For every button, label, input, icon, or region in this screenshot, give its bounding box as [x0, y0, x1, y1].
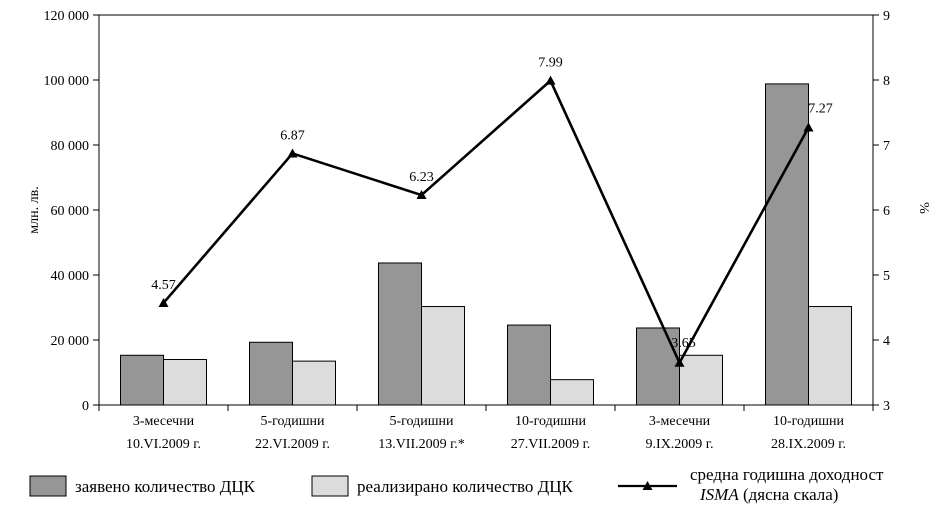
- yield-data-label: 6.23: [409, 170, 434, 185]
- y-right-tick-label: 8: [883, 74, 890, 89]
- legend-label-yield-line2: ISMA (дясна скала): [699, 485, 838, 504]
- y-axis-right-label: %: [916, 202, 930, 214]
- y-left-tick-label: 80 000: [51, 139, 90, 154]
- yield-marker: [803, 122, 814, 132]
- category-labels: 3-месечни 10.VI.2009 г. 5-годишни 22.VI.200…: [126, 414, 846, 452]
- legend-label-realized: реализирано количество ДЦК: [357, 477, 574, 496]
- yield-marker: [158, 297, 169, 307]
- yield-marker: [416, 190, 427, 200]
- legend-swatch-requested: [29, 475, 67, 497]
- bar-realized: [550, 379, 594, 406]
- chart-bars: [120, 83, 852, 406]
- y-left-tick-label: 100 000: [44, 74, 90, 89]
- x-category-label-date: 10.VI.2009 г.: [126, 437, 201, 452]
- legend-isma: ISMA: [699, 485, 739, 504]
- y-right-tick-label: 6: [883, 204, 890, 219]
- y-axis-left-label: млн. лв.: [27, 186, 42, 233]
- bar-realized: [421, 306, 465, 406]
- y-right-tick-label: 5: [883, 269, 890, 284]
- bar-requested: [249, 341, 293, 406]
- y-left-tick-label: 40 000: [51, 269, 90, 284]
- bar-realized: [163, 359, 207, 406]
- chart-line: 4.57 6.87 6.23 7.99 3.65 7.27: [151, 56, 833, 367]
- bar-requested: [765, 83, 809, 406]
- bar-realized: [679, 354, 723, 406]
- x-category-label-type: 5-годишни: [389, 414, 454, 429]
- yield-marker: [545, 75, 556, 85]
- x-category-label-date: 9.IX.2009 г.: [646, 437, 714, 452]
- legend: заявено количество ДЦК реализирано колич…: [29, 465, 884, 504]
- bar-requested: [120, 354, 164, 406]
- x-category-label-date: 27.VII.2009 г.: [511, 437, 591, 452]
- legend-label-yield-line1: средна годишна доходност: [690, 465, 884, 484]
- bar-requested: [507, 324, 551, 406]
- y-right-tick-label: 7: [883, 139, 890, 154]
- yield-data-label: 6.87: [280, 128, 305, 143]
- yield-data-label: 7.27: [808, 101, 833, 116]
- legend-label-requested: заявено количество ДЦК: [75, 477, 256, 496]
- y-right-tick-label: 4: [883, 334, 890, 349]
- chart-axes: 0 20 000 40 000 60 000 80 000 100 000 120 000 3…: [44, 9, 891, 414]
- legend-swatch-realized: [311, 475, 349, 497]
- x-category-label-date: 28.IX.2009 г.: [771, 437, 846, 452]
- x-category-label-date: 13.VII.2009 г.*: [378, 437, 465, 452]
- x-category-label-date: 22.VI.2009 г.: [255, 437, 330, 452]
- yield-marker: [674, 357, 685, 367]
- y-left-tick-label: 60 000: [51, 204, 90, 219]
- x-category-label-type: 3-месечни: [649, 414, 711, 429]
- bar-requested: [378, 262, 422, 406]
- yield-marker: [287, 148, 298, 158]
- yield-line: [162, 78, 810, 366]
- x-category-label-type: 5-годишни: [260, 414, 325, 429]
- y-left-tick-label: 120 000: [44, 9, 90, 24]
- y-left-tick-label: 20 000: [51, 334, 90, 349]
- y-right-tick-label: 3: [883, 399, 890, 414]
- x-category-label-type: 10-годишни: [773, 414, 845, 429]
- legend-triangle-marker: [642, 481, 653, 490]
- x-category-label-type: 10-годишни: [515, 414, 587, 429]
- bar-realized: [808, 306, 852, 406]
- yield-data-label: 7.99: [538, 56, 563, 71]
- legend-right-scale: (дясна скала): [739, 485, 839, 504]
- y-left-tick-label: 0: [82, 399, 89, 414]
- bar-requested: [636, 327, 680, 406]
- x-category-label-type: 3-месечни: [133, 414, 195, 429]
- yield-data-label: 4.57: [151, 278, 176, 293]
- yield-data-label: 3.65: [671, 336, 696, 351]
- bar-realized: [292, 360, 336, 406]
- y-right-tick-label: 9: [883, 9, 890, 24]
